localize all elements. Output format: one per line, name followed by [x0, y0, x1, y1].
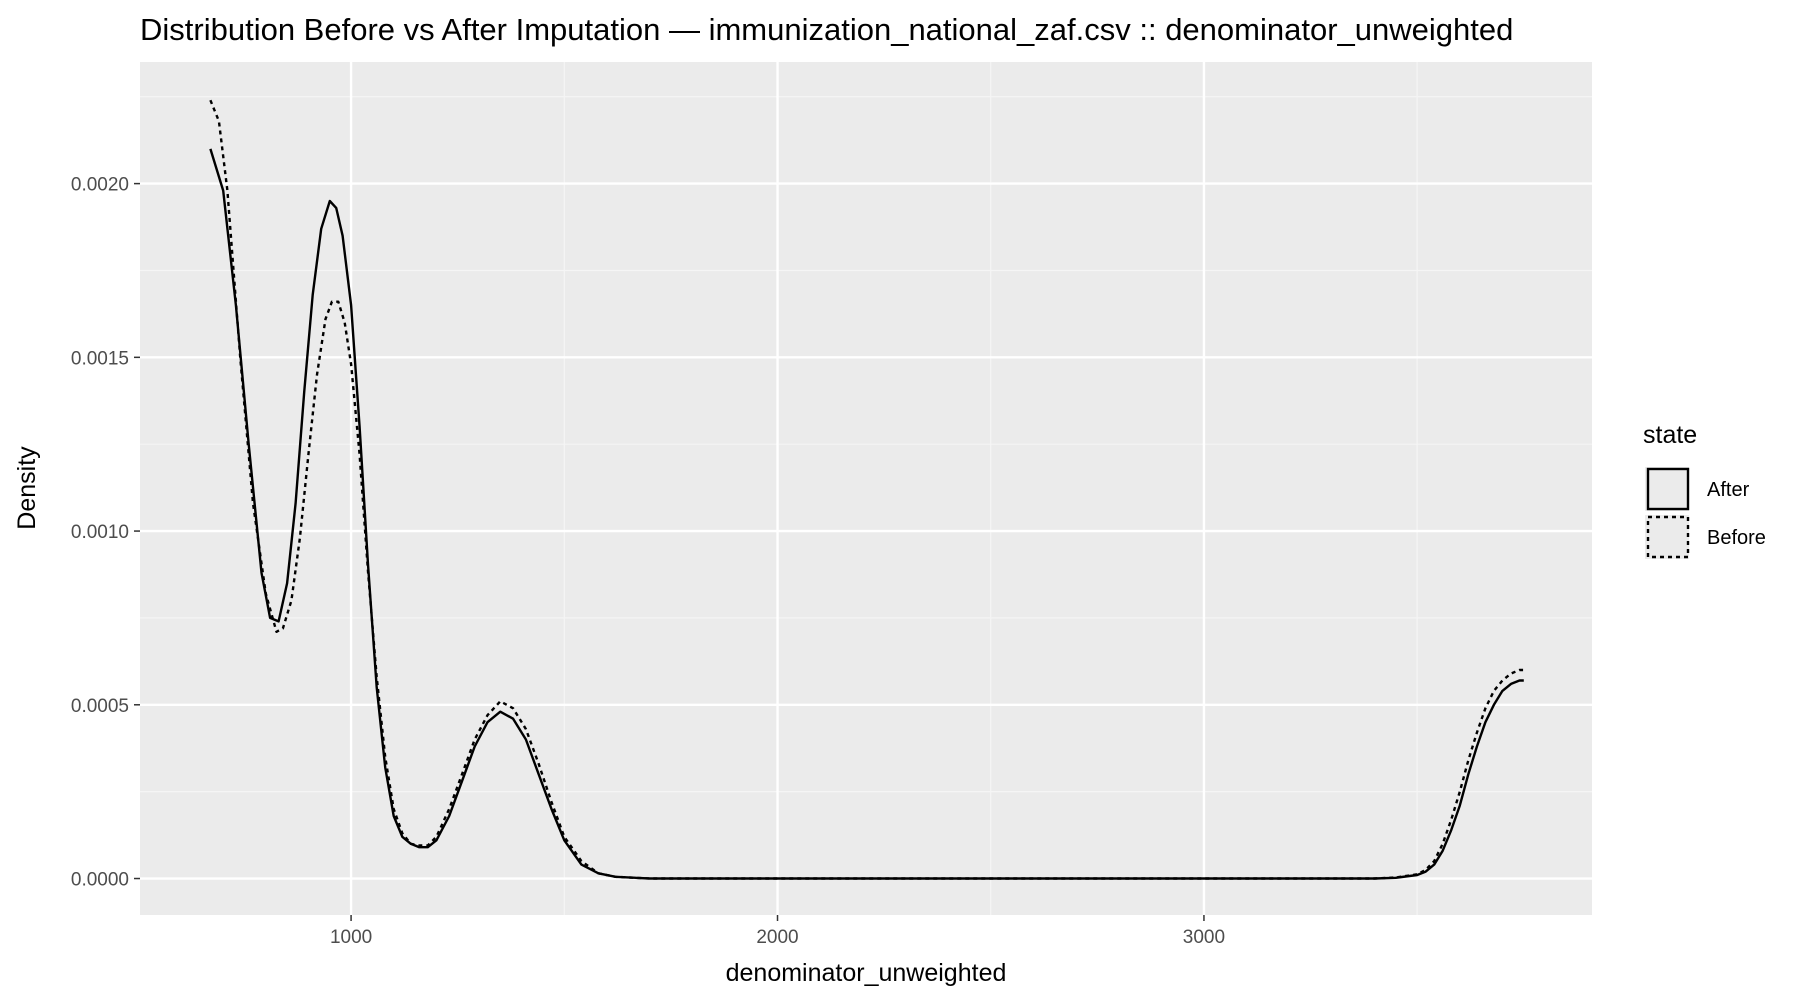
x-axis: 1000 2000 3000 [330, 915, 1225, 948]
y-tick-label: 0.0020 [71, 175, 129, 196]
legend-label-before: Before [1707, 527, 1766, 549]
y-tick-label: 0.0000 [71, 870, 129, 891]
y-tick-label: 0.0005 [71, 696, 129, 717]
grid-minor [140, 62, 1592, 915]
legend-label-after: After [1707, 479, 1750, 501]
legend-key-after [1646, 467, 1690, 511]
chart-title: Distribution Before vs After Imputation … [140, 12, 1513, 47]
legend-key-before [1646, 515, 1690, 559]
legend-key-bg [1645, 515, 1689, 559]
x-axis-title: denominator_unweighted [726, 959, 1007, 987]
y-axis-title: Density [13, 446, 41, 530]
y-tick-label: 0.0015 [71, 348, 129, 369]
legend-key-bg [1645, 467, 1689, 511]
series-line-after [209, 148, 1524, 880]
y-tick-label: 0.0010 [71, 522, 129, 543]
x-tick-label: 3000 [1183, 927, 1225, 948]
grid-major [140, 62, 1592, 915]
series-layer [209, 99, 1524, 880]
y-axis: 0.0000 0.0005 0.0010 0.0015 0.0020 [71, 175, 140, 891]
plot-panel [140, 62, 1592, 915]
series-line-before [209, 99, 1524, 880]
legend: state After Before [1643, 421, 1766, 559]
x-tick-label: 2000 [756, 927, 798, 948]
legend-title: state [1643, 421, 1697, 449]
legend-keys: After Before [1645, 467, 1766, 559]
x-tick-label: 1000 [330, 927, 372, 948]
